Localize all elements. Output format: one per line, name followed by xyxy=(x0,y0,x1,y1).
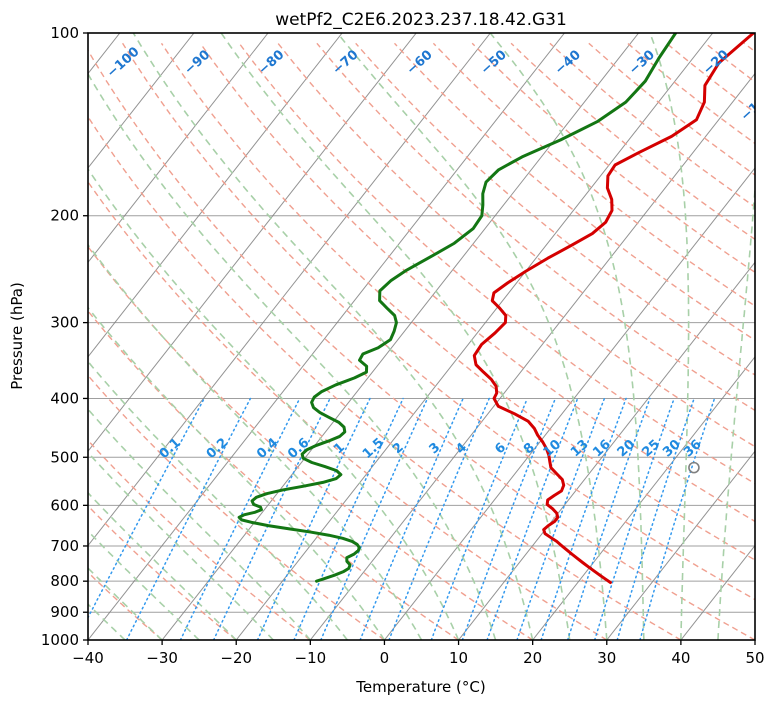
data-series-group xyxy=(237,33,755,584)
y-tick-label: 300 xyxy=(50,314,79,332)
x-tick-label: −30 xyxy=(146,649,178,667)
x-tick-label: 20 xyxy=(523,649,542,667)
y-tick-label: 700 xyxy=(50,537,79,555)
y-axis-label: Pressure (hPa) xyxy=(8,282,26,390)
x-tick-label: −10 xyxy=(295,649,327,667)
y-tick-label: 400 xyxy=(50,389,79,407)
x-tick-label: 30 xyxy=(597,649,616,667)
x-tick-label: −20 xyxy=(220,649,252,667)
y-tick-label: 800 xyxy=(50,572,79,590)
y-tick-label: 900 xyxy=(50,603,79,621)
y-tick-label: 600 xyxy=(50,496,79,514)
x-tick-label: 50 xyxy=(745,649,764,667)
chart-title: wetPf2_C2E6.2023.237.18.42.G31 xyxy=(275,10,567,30)
x-tick-label: 0 xyxy=(380,649,390,667)
x-tick-label: 10 xyxy=(449,649,468,667)
dewpoint-profile xyxy=(237,33,678,583)
y-tick-label: 100 xyxy=(50,24,79,42)
y-tick-label: 200 xyxy=(50,207,79,225)
y-tick-label: 1000 xyxy=(41,631,79,649)
x-axis-label: Temperature (°C) xyxy=(355,678,485,696)
x-tick-label: 40 xyxy=(671,649,690,667)
x-tick-label: −40 xyxy=(72,649,104,667)
lcl-marker xyxy=(688,461,700,474)
temperature-profile xyxy=(472,33,755,584)
y-tick-label: 500 xyxy=(50,448,79,466)
